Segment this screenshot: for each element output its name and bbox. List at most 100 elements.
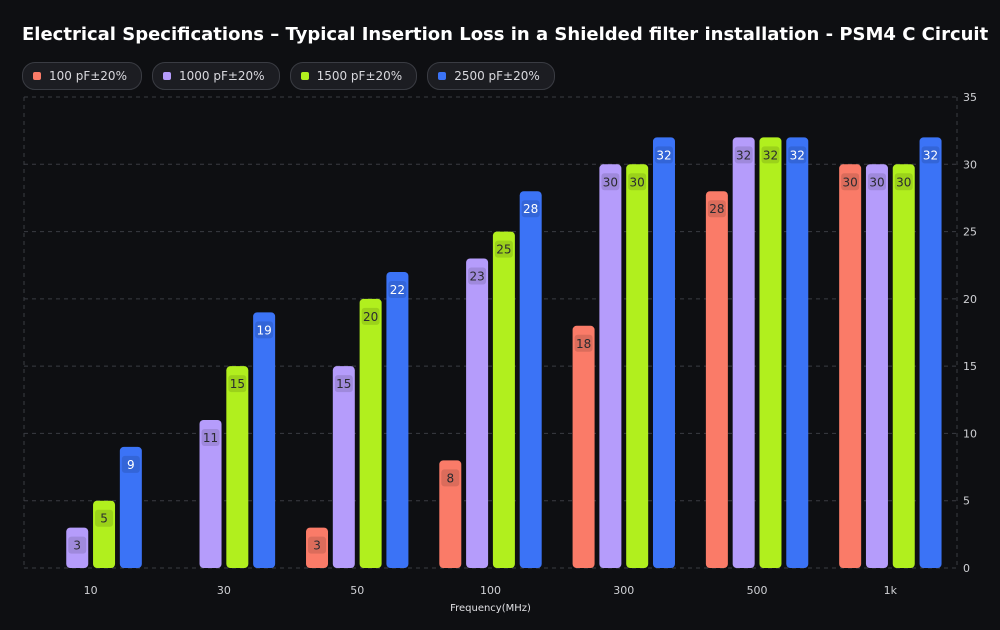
bar — [626, 164, 649, 569]
bar — [332, 366, 355, 568]
bar — [386, 271, 409, 568]
data-label-badge — [761, 146, 780, 164]
y-tick-label: 5 — [963, 495, 970, 508]
data-label-badge — [468, 267, 487, 285]
bar — [66, 527, 89, 568]
data-label: 8 — [446, 471, 454, 485]
data-label-badge — [601, 173, 620, 191]
bar — [359, 298, 382, 568]
data-label: 32 — [763, 148, 778, 162]
data-label: 32 — [923, 148, 938, 162]
y-tick-label: 25 — [963, 226, 977, 239]
y-tick-label: 15 — [963, 360, 977, 373]
x-tick-label: 500 — [747, 584, 768, 597]
data-label: 30 — [869, 175, 884, 189]
data-label-badge — [388, 280, 407, 298]
bar — [705, 191, 728, 568]
x-axis-title: Frequency(MHz) — [450, 603, 531, 614]
data-label-badge — [574, 334, 593, 352]
bar — [865, 164, 888, 569]
data-label: 30 — [603, 175, 618, 189]
data-label: 32 — [736, 148, 751, 162]
data-label: 11 — [203, 431, 218, 445]
x-tick-label: 50 — [350, 584, 364, 597]
legend-swatch-1000pf — [162, 72, 171, 80]
legend-item-1500pf[interactable]: 1500 pF±20% — [289, 62, 418, 90]
data-label-badge — [228, 375, 247, 393]
data-label: 30 — [630, 175, 645, 189]
bar — [519, 191, 542, 568]
y-tick-label: 30 — [963, 158, 977, 171]
legend-item-100pf[interactable]: 100 pF±20% — [22, 62, 142, 90]
legend: 100 pF±20% 1000 pF±20% 1500 pF±20% 2500 … — [22, 62, 555, 90]
data-label-badge — [308, 536, 327, 554]
bar — [919, 137, 942, 568]
data-label-badge — [68, 536, 87, 554]
data-label-badge — [788, 146, 807, 164]
legend-label-2500pf: 2500 pF±20% — [454, 69, 540, 83]
legend-item-2500pf[interactable]: 2500 pF±20% — [427, 62, 555, 90]
y-tick-label: 10 — [963, 427, 977, 440]
data-label: 25 — [496, 243, 511, 257]
data-label: 22 — [390, 283, 405, 297]
bar — [839, 164, 862, 569]
data-label: 15 — [230, 377, 245, 391]
legend-label-1000pf: 1000 pF±20% — [178, 69, 265, 83]
bar — [572, 325, 595, 568]
data-label: 5 — [100, 512, 108, 526]
data-label-badge — [867, 173, 886, 191]
data-label: 23 — [469, 269, 484, 283]
data-label-badge — [201, 428, 220, 446]
bar — [599, 164, 622, 569]
bar — [93, 500, 116, 568]
data-label-badge — [734, 146, 753, 164]
data-label-badge — [255, 321, 274, 339]
data-label-badge — [441, 469, 460, 487]
legend-swatch-2500pf — [438, 72, 447, 80]
y-tick-label: 0 — [963, 562, 970, 575]
data-label-badge — [628, 173, 647, 191]
bar — [439, 460, 462, 568]
x-tick-label: 1k — [884, 584, 898, 597]
data-label: 30 — [896, 175, 911, 189]
legend-item-1000pf[interactable]: 1000 pF±20% — [151, 62, 280, 90]
data-label: 28 — [523, 202, 538, 216]
bar — [892, 164, 915, 569]
bar — [119, 446, 142, 568]
data-label-badge — [334, 375, 353, 393]
data-label-badge — [494, 240, 513, 258]
data-label-badge — [361, 307, 380, 325]
bar — [466, 258, 489, 568]
data-label-badge — [121, 455, 140, 473]
data-label: 32 — [790, 148, 805, 162]
data-label-badge — [654, 146, 673, 164]
data-label: 15 — [336, 377, 351, 391]
data-label-badge — [894, 173, 913, 191]
data-label-badge — [707, 200, 726, 218]
data-label: 32 — [656, 148, 671, 162]
bar — [786, 137, 809, 568]
data-label: 3 — [73, 539, 81, 553]
bar — [732, 137, 755, 568]
y-tick-label: 20 — [963, 293, 977, 306]
bar — [306, 527, 329, 568]
bar — [199, 419, 222, 568]
x-tick-label: 100 — [480, 584, 501, 597]
data-label: 20 — [363, 310, 378, 324]
bar — [492, 231, 515, 569]
y-tick-label: 35 — [963, 91, 977, 104]
x-tick-label: 30 — [217, 584, 231, 597]
x-tick-label: 10 — [84, 584, 98, 597]
data-label-badge — [95, 509, 114, 527]
legend-label-1500pf: 1500 pF±20% — [316, 69, 403, 83]
legend-swatch-100pf — [33, 72, 41, 80]
bar — [226, 366, 249, 568]
bar — [253, 312, 276, 568]
legend-swatch-1500pf — [300, 72, 309, 80]
data-label: 9 — [127, 458, 135, 472]
data-label: 28 — [709, 202, 724, 216]
data-label: 30 — [843, 175, 858, 189]
data-label-badge — [521, 200, 540, 218]
bar — [759, 137, 782, 568]
